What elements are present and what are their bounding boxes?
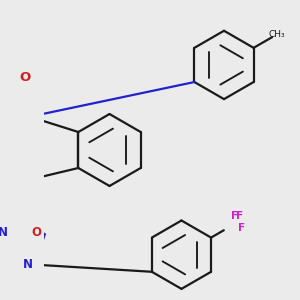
Text: F: F bbox=[231, 211, 238, 221]
Text: CH₃: CH₃ bbox=[269, 30, 285, 39]
Text: O: O bbox=[31, 226, 41, 239]
Text: F: F bbox=[238, 223, 245, 233]
Text: F: F bbox=[236, 211, 243, 221]
Text: N: N bbox=[0, 117, 1, 130]
Text: O: O bbox=[19, 71, 30, 84]
Text: N: N bbox=[0, 226, 8, 239]
Text: N: N bbox=[23, 258, 33, 271]
